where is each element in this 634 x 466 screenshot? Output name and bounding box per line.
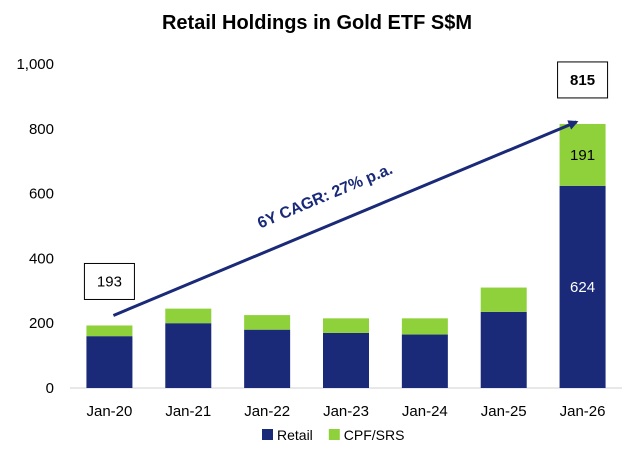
y-tick-label: 800 [29,121,54,138]
cagr-label: 6Y CAGR: 27% p.a. [255,161,395,232]
callouts: 193 815 [83,61,609,300]
callout-frame [557,61,609,99]
data-label: 191 [570,147,595,164]
x-tick-label: Jan-23 [323,403,369,420]
bar-retail [244,329,291,388]
y-tick-label: 0 [46,380,54,397]
callout-box: 193 [83,262,135,300]
bar-retail [86,336,133,388]
y-axis: 0 200 400 600 800 1,000 [16,56,54,397]
legend: Retail CPF/SRS [262,427,404,443]
bar-retail [559,185,606,388]
chart-title: Retail Holdings in Gold ETF S$M [162,12,472,34]
data-label: 624 [570,279,595,296]
x-tick-label: Jan-26 [560,403,606,420]
bar-cpf-srs [244,315,291,330]
x-tick-label: Jan-25 [481,403,527,420]
x-tick-label: Jan-21 [165,403,211,420]
legend-swatch [262,429,273,440]
y-tick-label: 1,000 [16,56,54,73]
bar-cpf-srs [165,308,212,324]
x-axis: Jan-20 Jan-21 Jan-22 Jan-23 Jan-24 Jan-25 Jan-… [70,387,622,420]
callout-label: 815 [570,72,595,89]
bar-retail [480,311,527,388]
x-tick-label: Jan-24 [402,403,448,420]
bar-retail [165,323,212,388]
callout-frame [83,262,135,300]
legend-swatch [328,429,340,440]
bars [86,123,606,388]
x-tick-label: Jan-22 [244,403,290,420]
bar-retail [401,334,448,388]
legend-label: CPF/SRS [344,427,405,443]
y-tick-label: 200 [29,315,54,332]
cagr-arrow [112,120,579,317]
bar-retail [323,332,369,388]
y-tick-label: 400 [29,250,54,267]
legend-label: Retail [277,427,313,443]
callout-box: 815 [557,61,609,99]
bar-cpf-srs [323,318,369,333]
bar-cpf-srs [559,123,606,186]
callout-label: 193 [97,273,122,290]
bar-cpf-srs [480,287,527,312]
segment-labels: 624 191 [570,147,595,296]
y-tick-label: 600 [29,186,54,203]
bar-cpf-srs [86,325,133,337]
x-tick-label: Jan-20 [86,403,132,420]
cagr-annotation: 6Y CAGR: 27% p.a. [112,120,579,317]
bar-cpf-srs [401,318,448,335]
